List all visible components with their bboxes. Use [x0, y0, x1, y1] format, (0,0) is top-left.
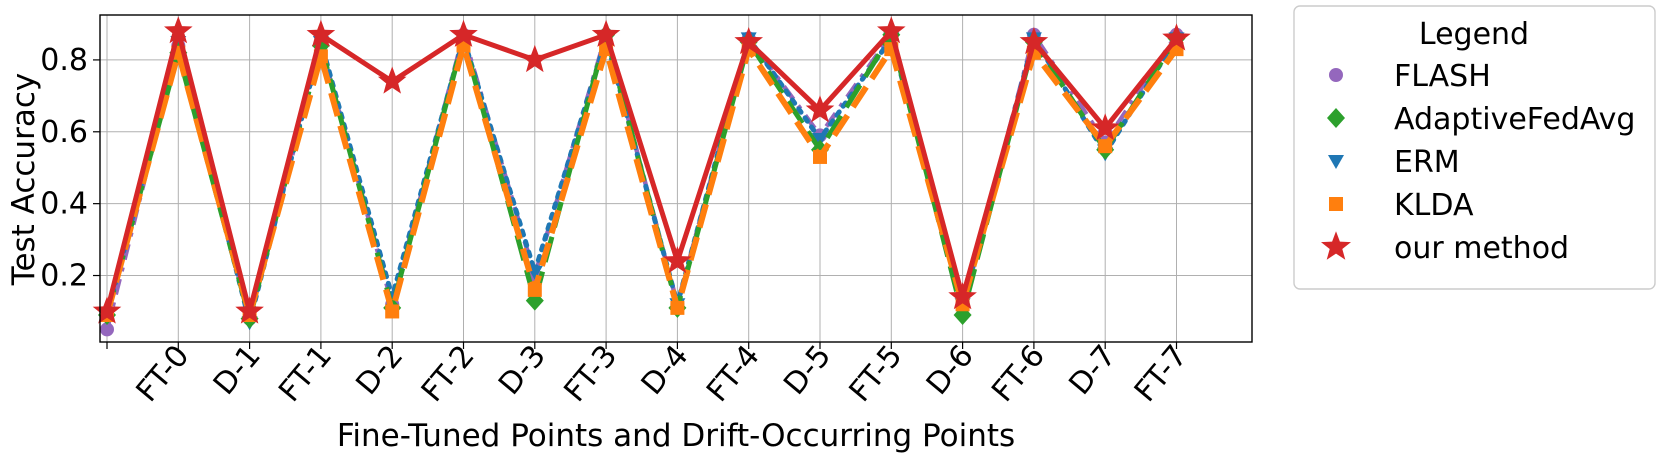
x-tick-label: D-3: [492, 339, 553, 402]
data-point: [670, 300, 685, 315]
series-layer: [92, 16, 1191, 337]
data-point: [520, 44, 550, 73]
data-point: [385, 304, 400, 319]
legend-entry: KLDA: [1329, 188, 1474, 223]
data-point: [1019, 27, 1049, 55]
legend-label: our method: [1394, 231, 1569, 266]
legend-box: [1293, 5, 1656, 290]
x-tick-label: FT-3: [557, 339, 624, 409]
data-point: [235, 296, 264, 324]
legend-marker: [1329, 68, 1343, 82]
data-point: [1162, 23, 1191, 51]
x-tick-label: D-5: [777, 339, 838, 402]
legend-entry: AdaptiveFedAvg: [1327, 102, 1635, 137]
data-point: [948, 282, 977, 310]
legend-entry: FLASH: [1329, 59, 1491, 94]
x-tick-label: D-2: [349, 339, 410, 402]
legend-label: ERM: [1394, 145, 1460, 180]
y-tick-label: 0.6: [40, 115, 88, 150]
y-axis: 0.2 0.4 0.6 0.8: [40, 43, 100, 294]
data-point: [734, 27, 763, 55]
x-tick-label: FT-6: [985, 339, 1052, 409]
data-point: [663, 246, 692, 274]
legend-entry: our method: [1321, 231, 1569, 266]
grid: [100, 15, 1252, 342]
x-tick-label: FT-2: [415, 339, 482, 409]
legend-marker: [1329, 197, 1343, 211]
data-point: [449, 19, 478, 47]
y-tick-label: 0.8: [40, 43, 88, 78]
series-line: [104, 28, 1179, 314]
legend-label: AdaptiveFedAvg: [1394, 102, 1635, 137]
series-line: [104, 42, 1179, 318]
x-tick-label: FT-5: [843, 339, 910, 409]
x-tick-label: FT-4: [700, 339, 767, 409]
y-axis-title: Test Accuracy: [6, 73, 42, 286]
x-tick-label: D-1: [207, 339, 268, 402]
data-point: [591, 19, 621, 47]
data-point: [805, 95, 835, 123]
legend-entry: ERM: [1328, 145, 1460, 180]
legend-title: Legend: [1419, 17, 1529, 52]
legend: Legend FLASH AdaptiveFedAvg ERM KLDA our met…: [1293, 5, 1656, 290]
data-point: [1098, 139, 1113, 154]
x-tick-label: FT-7: [1128, 339, 1195, 409]
data-point: [377, 66, 407, 94]
x-tick-label: D-4: [635, 339, 696, 402]
x-tick-label: D-7: [1062, 339, 1123, 402]
data-point: [92, 296, 122, 324]
data-point: [164, 16, 193, 44]
data-point: [1090, 113, 1120, 141]
series-our-method: [92, 16, 1191, 324]
legend-label: FLASH: [1394, 59, 1491, 94]
data-point: [813, 149, 827, 164]
data-point: [527, 282, 542, 297]
x-tick-label: FT-1: [272, 339, 339, 409]
data-point: [877, 16, 906, 44]
x-axis-title: Fine-Tuned Points and Drift-Occurring Po…: [337, 418, 1015, 454]
data-point: [306, 19, 336, 47]
legend-marker: [1321, 231, 1351, 260]
data-point: [100, 322, 114, 337]
x-tick-label: D-6: [920, 339, 981, 402]
legend-marker: [1328, 155, 1344, 169]
y-tick-label: 0.2: [40, 259, 88, 294]
plot-frame: [99, 14, 1253, 343]
legend-label: KLDA: [1394, 188, 1474, 223]
legend-marker: [1327, 108, 1345, 128]
legend-items: FLASH AdaptiveFedAvg ERM KLDA our method: [1321, 59, 1635, 266]
y-tick-label: 0.4: [40, 187, 88, 222]
x-axis: FT-0 D-1 FT-1 D-2 FT-2 D-3 FT-3 D-4 FT-4 D-5 FT-5 D…: [106, 339, 1195, 409]
x-tick-label: FT-0: [130, 339, 197, 409]
